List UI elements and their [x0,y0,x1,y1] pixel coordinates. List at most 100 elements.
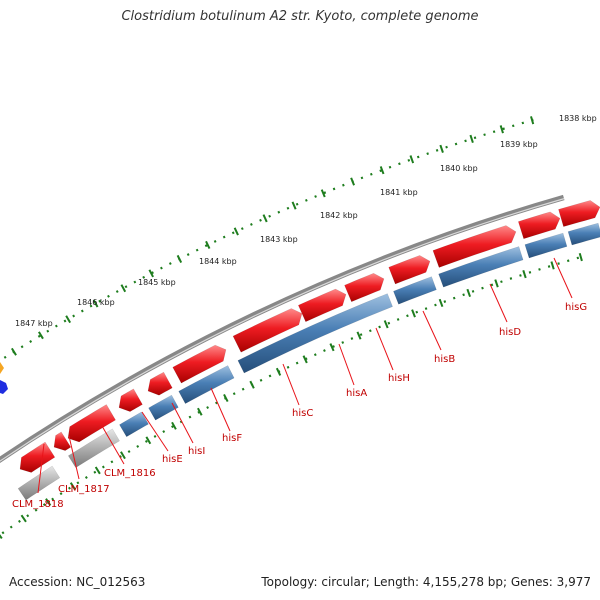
gene-feature[interactable] [524,232,568,259]
gene-feature[interactable] [148,394,179,421]
cds-feature[interactable] [232,308,303,353]
gene-feature[interactable] [119,411,149,438]
guide-tick [171,421,177,430]
cds-feature[interactable] [67,404,116,443]
guide-tick [522,270,527,279]
label-leader-line [422,310,442,351]
gene-feature[interactable] [393,276,437,305]
guide-tick [223,394,229,403]
cds-feature[interactable] [147,371,173,396]
label-leader-line [141,411,169,452]
gene-label[interactable]: hisC [292,408,313,419]
cds-feature[interactable] [344,272,385,303]
gene-feature[interactable] [237,293,393,374]
cds-feature[interactable] [558,200,600,227]
label-leader-line [489,283,508,323]
offscreen-feature-orange [0,362,4,374]
cds-feature[interactable] [297,288,347,323]
cds-feature[interactable] [118,388,143,412]
label-leader-line [553,257,573,299]
scale-tick [530,116,535,125]
scale-tick [291,201,297,210]
cds-feature[interactable] [19,441,56,473]
gene-label[interactable]: CLM_1816 [104,468,156,479]
gene-feature[interactable] [178,365,235,404]
gene-feature[interactable] [438,246,524,288]
guide-tick [197,407,203,416]
guide-tick [145,436,152,445]
pseudogene-feature[interactable] [67,428,120,469]
guide-tick [329,343,335,352]
guide-tick [20,514,27,523]
cds-feature[interactable] [172,344,227,384]
gene-label[interactable]: hisF [222,433,242,444]
scale-label: 1839 kbp [500,140,538,149]
inner-guide-ring [0,256,582,537]
scale-tick [148,269,154,278]
offscreen-feature-blue [0,380,8,394]
scale-tick [439,144,444,153]
scale-label: 1843 kbp [260,235,298,244]
scale-tick [379,166,385,175]
cds-feature[interactable] [432,225,517,268]
gene-label[interactable]: hisH [388,373,410,384]
scale-label: 1840 kbp [440,164,478,173]
guide-tick [302,355,308,364]
gene-label[interactable]: hisB [434,354,455,365]
guide-tick [383,320,389,329]
scale-tick [499,125,504,134]
guide-tick [578,252,583,262]
scale-tick [320,189,326,198]
genome-backbone [0,194,565,464]
gene-label[interactable]: CLM_1817 [58,484,110,495]
guide-tick [494,279,499,288]
guide-tick [550,261,555,270]
guide-tick [69,482,76,490]
gene-label[interactable]: hisI [188,446,205,457]
scale-tick [92,299,99,308]
guide-tick [411,309,416,318]
accession-label: Accession: NC_012563 [9,575,146,589]
label-leaders [37,257,573,494]
label-leader-line [68,435,80,480]
scale-label: 1842 kbp [320,211,358,220]
scale-tick [38,331,44,340]
scale-tick [65,315,72,324]
backbone-line [0,194,565,464]
label-leader-line [101,425,125,465]
label-leader-line [171,402,194,444]
outer-scale-ring [0,116,542,362]
scale-tick [10,347,17,356]
guide-tick [356,331,362,340]
scale-tick [233,227,239,236]
cds-feature[interactable] [517,211,561,240]
label-leader-line [282,363,300,406]
guide-tick [0,534,3,540]
guide-tick [120,451,126,460]
gene-label[interactable]: hisD [499,327,521,338]
scale-label: 1844 kbp [199,257,237,266]
backbone-highlight [0,198,565,462]
cds-feature[interactable] [53,431,72,451]
scale-tick [176,254,183,263]
guide-tick [94,466,101,475]
scale-label: 1841 kbp [380,188,418,197]
topology-label: Topology: circular; Length: 4,155,278 bp… [261,575,591,589]
scale-tick [120,284,127,293]
scale-label: 1838 kbp [559,114,597,123]
cds-feature[interactable] [388,255,431,285]
guide-tick [466,288,471,298]
gene-label[interactable]: hisE [162,454,183,465]
gene-feature[interactable] [567,222,600,246]
scale-tick [205,240,211,249]
scale-tick [350,177,355,186]
map-title: Clostridium botulinum A2 str. Kyoto, com… [121,9,479,24]
label-leader-line [210,387,231,432]
track-guides [0,116,583,540]
gene-label[interactable]: hisG [565,302,587,313]
gene-label[interactable]: CLM_1818 [12,499,64,510]
gene-label[interactable]: hisA [346,388,367,399]
scale-tick [409,155,415,164]
